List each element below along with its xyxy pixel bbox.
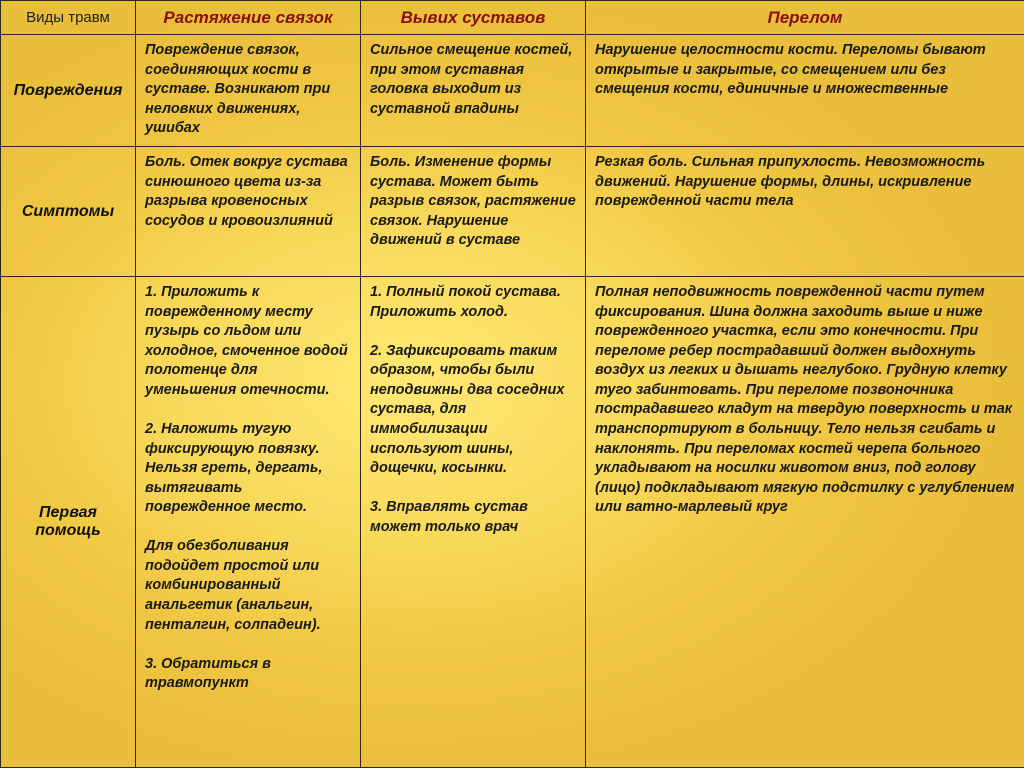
cell-text: Боль. Отек вокруг сустава синюшного цвет… bbox=[145, 153, 351, 231]
corner-cell: Виды травм bbox=[1, 1, 136, 35]
cell-text: Боль. Изменение формы сустава. Может быт… bbox=[370, 153, 576, 251]
cell-1-2: Резкая боль. Сильная припухлость. Невозм… bbox=[586, 147, 1024, 277]
cell-2-1: 1. Полный покой сустава. Приложить холод… bbox=[361, 277, 586, 768]
cell-text: 1. Приложить к поврежденному месту пузыр… bbox=[145, 283, 351, 694]
row-header-2: Первая помощь bbox=[1, 277, 136, 768]
row-header-1: Симптомы bbox=[1, 147, 136, 277]
cell-2-2: Полная неподвижность поврежденной части … bbox=[586, 277, 1024, 768]
cell-0-2: Нарушение целостности кости. Переломы бы… bbox=[586, 35, 1024, 147]
cell-1-0: Боль. Отек вокруг сустава синюшного цвет… bbox=[136, 147, 361, 277]
injuries-table: Виды травм Растяжение связок Вывих суста… bbox=[0, 0, 1024, 768]
cell-text: Нарушение целостности кости. Переломы бы… bbox=[595, 41, 1015, 100]
cell-text: 1. Полный покой сустава. Приложить холод… bbox=[370, 283, 576, 537]
col-header-0: Растяжение связок bbox=[136, 1, 361, 35]
row-header-0: Повреждения bbox=[1, 35, 136, 147]
cell-text: Резкая боль. Сильная припухлость. Невозм… bbox=[595, 153, 1015, 212]
cell-0-1: Сильное смещение костей, при этом сустав… bbox=[361, 35, 586, 147]
col-header-2: Перелом bbox=[586, 1, 1024, 35]
cell-2-0: 1. Приложить к поврежденному месту пузыр… bbox=[136, 277, 361, 768]
cell-1-1: Боль. Изменение формы сустава. Может быт… bbox=[361, 147, 586, 277]
cell-text: Сильное смещение костей, при этом сустав… bbox=[370, 41, 576, 119]
col-header-1: Вывих суставов bbox=[361, 1, 586, 35]
cell-text: Повреждение связок, соединяющих кости в … bbox=[145, 41, 351, 139]
cell-0-0: Повреждение связок, соединяющих кости в … bbox=[136, 35, 361, 147]
cell-text: Полная неподвижность поврежденной части … bbox=[595, 283, 1015, 518]
